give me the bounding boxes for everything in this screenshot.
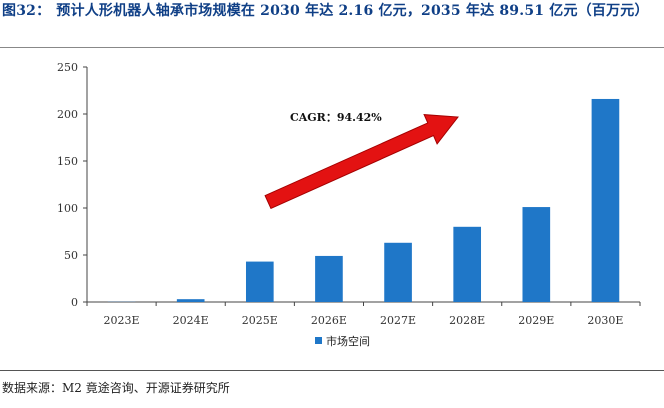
bars [107,98,620,303]
source-note: 数据来源：M2 竟途咨询、开源证券研究所 [2,381,230,395]
y-tick-label: 250 [57,61,78,74]
y-tick-label: 150 [57,155,78,168]
x-tick-label: 2030E [587,314,623,327]
y-tick-label: 100 [57,202,78,215]
legend: 市场空间 [315,334,370,348]
y-axis: 0 50 100 150 200 250 [57,61,88,309]
y-tick-label: 50 [64,249,78,262]
bar-2024E [176,299,205,302]
bar-2028E [453,226,482,302]
bar-2025E [245,261,274,302]
legend-label: 市场空间 [326,334,370,348]
caption-divider [0,47,664,48]
figure-label: 图32： [2,3,51,19]
cagr-arrow [264,114,459,210]
bar-2029E [522,207,551,302]
x-tick-label: 2027E [380,314,416,327]
x-tick-label: 2024E [173,314,209,327]
bar-2026E [315,255,343,302]
cagr-annotation: CAGR：94.42% [290,111,382,124]
legend-swatch [315,337,322,344]
y-tick-label: 0 [71,296,78,309]
figure-title: 预计人形机器人轴承市场规模在 2030 年达 2.16 亿元，2035 年达 8… [56,3,649,19]
bar-chart: 0 50 100 150 200 250 2023E 2024E 2025E 2026E 2027… [57,61,641,348]
bar-2027E [384,242,412,302]
x-tick-label: 2023E [104,314,140,327]
x-tick-label: 2028E [449,314,485,327]
x-axis: 2023E 2024E 2025E 2026E 2027E 2028E 2029E 2030E [86,301,641,327]
x-tick-label: 2025E [242,314,278,327]
figure-caption: 图32： 预计人形机器人轴承市场规模在 2030 年达 2.16 亿元，2035 … [2,0,662,22]
y-tick-label: 200 [57,108,78,121]
cagr-arrow-shape [264,114,459,210]
source-divider [0,370,664,371]
bar-2030E [591,98,620,303]
x-tick-label: 2029E [518,314,554,327]
x-tick-label: 2026E [311,314,347,327]
